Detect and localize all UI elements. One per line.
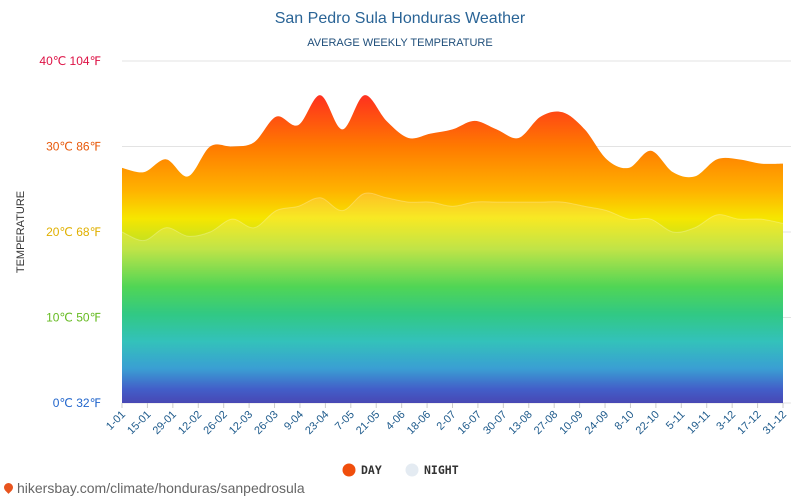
x-tick-label: 13-08	[507, 409, 535, 437]
x-tick-label: 15-01	[125, 409, 153, 437]
x-tick-label: 5-11	[664, 409, 687, 432]
legend-label-day: DAY	[361, 463, 382, 477]
chart-title: San Pedro Sula Honduras Weather	[275, 10, 526, 27]
x-tick-label: 31-12	[761, 409, 789, 437]
x-tick-label: 26-03	[252, 409, 280, 437]
x-tick-label: 21-05	[354, 409, 382, 437]
x-tick-label: 29-01	[151, 409, 179, 437]
night-temperature-area	[122, 193, 783, 403]
x-tick-label: 18-06	[405, 409, 433, 437]
x-tick-label: 30-07	[481, 409, 509, 437]
y-axis-tick-labels: 0℃ 32℉ 10℃ 50℉ 20℃ 68℉ 30℃ 86℉ 40℃ 104℉	[39, 54, 101, 410]
source-footer[interactable]: hikersbay.com/climate/honduras/sanpedros…	[2, 480, 305, 496]
y-tick-label: 40℃ 104℉	[39, 54, 101, 68]
x-tick-label: 24-09	[583, 409, 611, 437]
temperature-areas	[121, 95, 784, 403]
legend-marker-night	[405, 463, 419, 477]
x-tick-label: 19-11	[685, 409, 713, 437]
y-tick-label: 0℃ 32℉	[53, 396, 101, 410]
y-tick-label: 20℃ 68℉	[46, 225, 101, 239]
x-tick-label: 23-04	[303, 409, 331, 437]
y-tick-label: 10℃ 50℉	[46, 311, 101, 325]
x-tick-label: 12-03	[227, 409, 255, 437]
source-url: hikersbay.com/climate/honduras/sanpedros…	[17, 480, 305, 496]
y-axis-title: TEMPERATURE	[15, 191, 27, 273]
x-tick-label: 22-10	[634, 409, 662, 437]
legend-label-night: NIGHT	[424, 463, 459, 477]
x-tick-label: 27-08	[532, 409, 560, 437]
day-temperature-area	[122, 95, 783, 403]
night-temperature-line	[121, 192, 784, 242]
y-tick-label: 30℃ 86℉	[46, 140, 101, 154]
chart-subtitle: AVERAGE WEEKLY TEMPERATURE	[307, 37, 492, 49]
chart-legend: DAY NIGHT	[342, 463, 459, 477]
legend-marker-day	[342, 463, 356, 477]
x-tick-label: 12-02	[176, 409, 204, 437]
x-tick-label: 26-02	[201, 409, 229, 437]
location-pin-icon	[2, 480, 15, 494]
x-tick-label: 16-07	[456, 409, 484, 437]
x-tick-label: 10-09	[557, 409, 585, 437]
x-tick-label: 17-12	[735, 409, 763, 437]
